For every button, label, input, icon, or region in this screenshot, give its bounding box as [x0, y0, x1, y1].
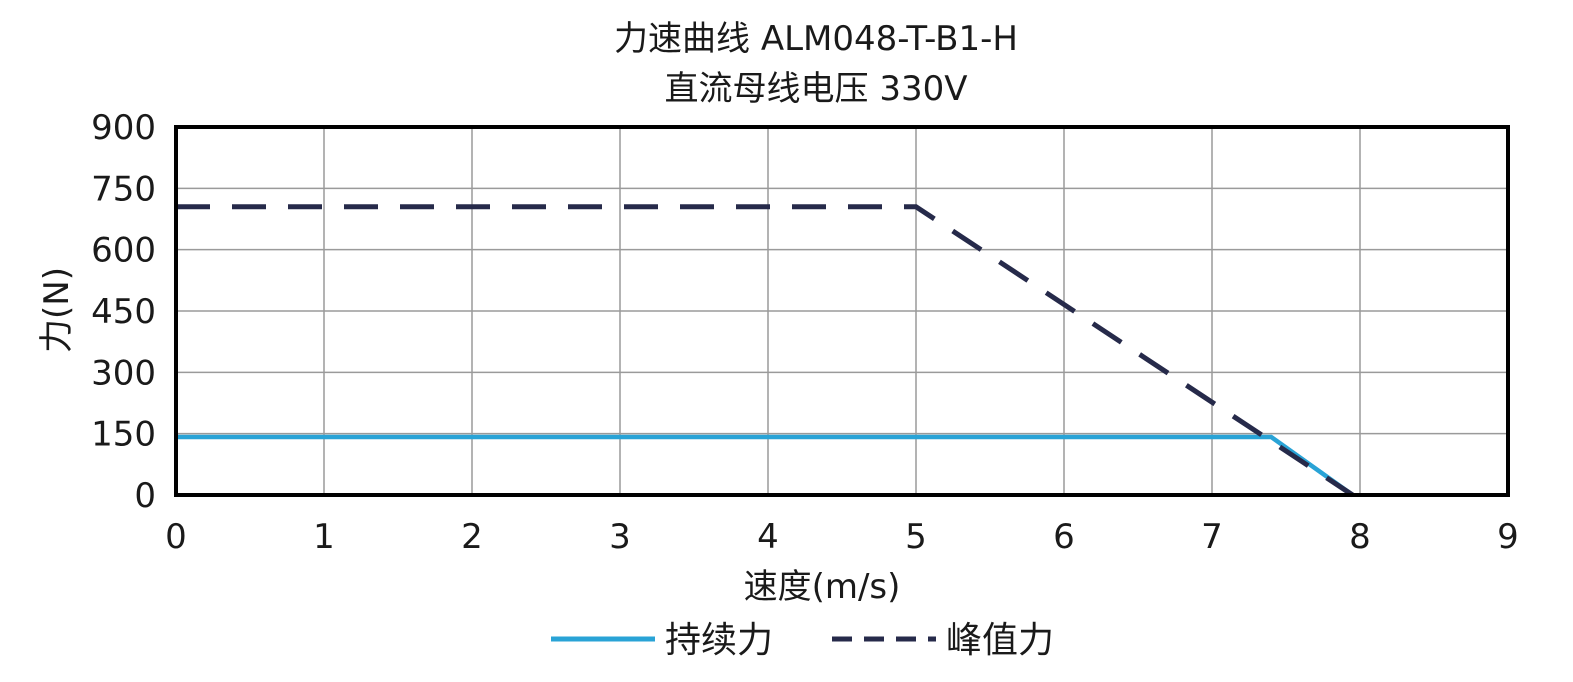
legend-label: 持续力 [665, 620, 773, 661]
x-tick-label: 3 [609, 517, 631, 557]
y-tick-label: 150 [91, 415, 156, 455]
y-tick-label: 600 [91, 231, 156, 271]
x-tick-label: 8 [1349, 517, 1371, 557]
x-tick-label: 9 [1497, 517, 1519, 557]
y-tick-label: 300 [91, 353, 156, 393]
x-tick-label: 4 [757, 517, 779, 557]
x-tick-label: 6 [1053, 517, 1075, 557]
series-layer [176, 204, 1354, 498]
x-axis-label: 速度(m/s) [744, 567, 901, 607]
x-tick-label: 5 [905, 517, 927, 557]
x-tick-label: 1 [313, 517, 335, 557]
y-tick-label: 750 [91, 169, 156, 209]
y-tick-label: 0 [134, 476, 156, 516]
y-tick-labels: 0 150 300 450 600 750 900 [91, 108, 156, 516]
series-line-continuous-force [176, 434, 1354, 497]
plot-frame [174, 125, 1510, 497]
y-axis-label: 力(N) [37, 267, 77, 353]
legend: 持续力 峰值力 [551, 620, 1054, 661]
y-tick-label: 450 [91, 292, 156, 332]
y-tick-label: 900 [91, 108, 156, 148]
x-tick-labels: 0 1 2 3 4 5 6 7 8 9 [165, 517, 1519, 557]
x-tick-label: 7 [1201, 517, 1223, 557]
legend-label: 峰值力 [946, 620, 1054, 661]
chart-subtitle: 直流母线电压 330V [665, 69, 968, 109]
series-line-peak-force [176, 204, 1354, 498]
x-tick-label: 2 [461, 517, 483, 557]
x-tick-label: 0 [165, 517, 187, 557]
chart-title: 力速曲线 ALM048-T-B1-H [614, 19, 1018, 59]
grid-lines [175, 126, 1509, 496]
